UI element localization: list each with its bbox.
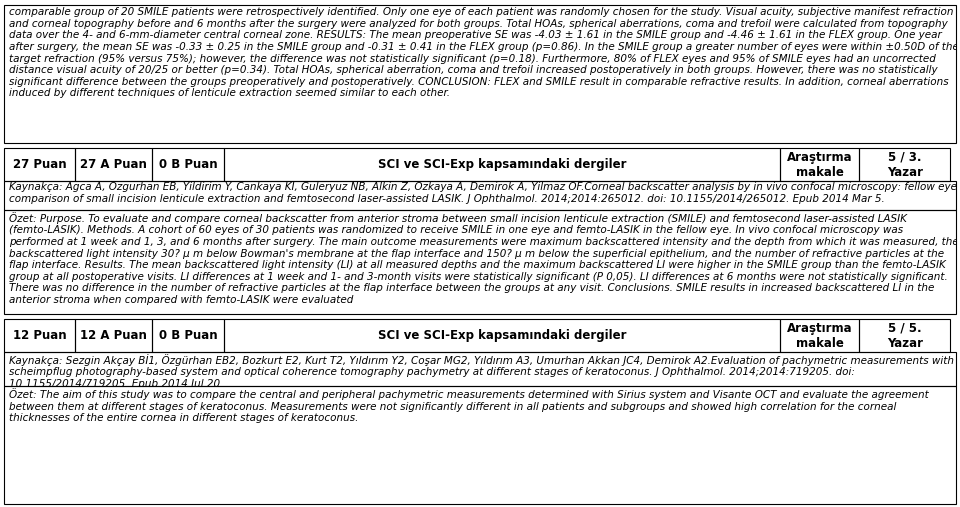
Text: Araştırma
makale: Araştırma makale (786, 151, 852, 178)
Text: Kaynakça: Agca A, Ozgurhan EB, Yildirim Y, Cankaya KI, Guleryuz NB, Alkin Z, Ozk: Kaynakça: Agca A, Ozgurhan EB, Yildirim … (9, 182, 956, 204)
Text: 0 B Puan: 0 B Puan (158, 158, 217, 171)
Text: Özet: The aim of this study was to compare the central and peripheral pachymetri: Özet: The aim of this study was to compa… (9, 388, 928, 423)
Text: 5 / 3.
Yazar: 5 / 3. Yazar (887, 151, 923, 178)
Text: Araştırma
makale: Araştırma makale (786, 322, 852, 350)
Text: 12 Puan: 12 Puan (12, 330, 66, 342)
Text: 12 A Puan: 12 A Puan (81, 330, 147, 342)
Text: 0 B Puan: 0 B Puan (158, 330, 217, 342)
Text: comparable group of 20 SMILE patients were retrospectively identified. Only one : comparable group of 20 SMILE patients we… (9, 7, 958, 98)
Text: Kaynakça: Sezgin Akçay Bİ1, Özgürhan EB2, Bozkurt E2, Kurt T2, Yıldırım Y2, Coşa: Kaynakça: Sezgin Akçay Bİ1, Özgürhan EB2… (9, 354, 953, 389)
Text: Özet: Purpose. To evaluate and compare corneal backscatter from anterior stroma : Özet: Purpose. To evaluate and compare c… (9, 212, 958, 305)
Text: 5 / 5.
Yazar: 5 / 5. Yazar (887, 322, 923, 350)
Text: SCI ve SCI-Exp kapsamındaki dergiler: SCI ve SCI-Exp kapsamındaki dergiler (377, 158, 626, 171)
Text: 27 Puan: 27 Puan (12, 158, 66, 171)
Text: SCI ve SCI-Exp kapsamındaki dergiler: SCI ve SCI-Exp kapsamındaki dergiler (377, 330, 626, 342)
Text: 27 A Puan: 27 A Puan (81, 158, 147, 171)
